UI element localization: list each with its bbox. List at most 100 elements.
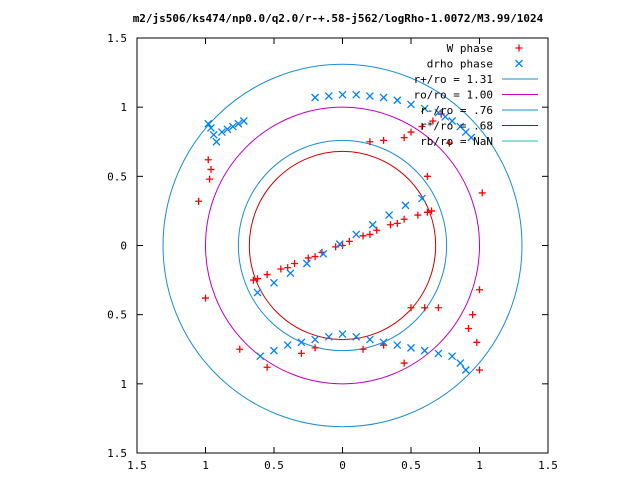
point-1-34 (448, 352, 457, 361)
point-0-48 (359, 345, 367, 353)
point-0-46 (400, 359, 408, 367)
circle-1 (205, 106, 480, 385)
point-1-44 (407, 100, 415, 109)
legend-label-1: drho phase (427, 58, 493, 71)
legend-label-4: r-/ro = .76 (420, 104, 493, 117)
point-0-18 (366, 230, 374, 238)
point-0-36 (437, 110, 445, 118)
point-1-8 (385, 211, 394, 220)
point-0-2 (277, 265, 285, 273)
point-1-15 (217, 128, 226, 137)
x-tick-label-1: 1 (202, 459, 209, 472)
point-0-20 (423, 208, 431, 216)
point-0-40 (469, 311, 477, 319)
point-0-21 (195, 197, 203, 205)
series-1 (204, 90, 476, 374)
point-0-14 (254, 275, 262, 283)
reference-circles (162, 63, 523, 428)
point-1-17 (228, 122, 237, 131)
point-1-5 (335, 240, 344, 249)
x-tick-label-0: 1.5 (127, 459, 147, 472)
point-1-46 (434, 108, 443, 117)
point-1-19 (239, 117, 248, 125)
point-1-37 (311, 93, 320, 102)
x-tick-label-3: 0 (339, 459, 346, 472)
point-1-32 (420, 346, 429, 355)
point-0-50 (423, 172, 431, 180)
point-0-30 (366, 138, 374, 146)
point-1-31 (407, 343, 415, 352)
point-1-1 (270, 278, 278, 287)
point-0-45 (421, 304, 429, 312)
point-1-41 (365, 92, 374, 101)
legend-label-3: ro/ro = 1.00 (414, 89, 493, 102)
point-1-40 (352, 90, 361, 99)
point-1-30 (393, 341, 402, 350)
point-1-35 (456, 359, 465, 368)
data-series (195, 90, 486, 374)
point-1-10 (418, 194, 426, 203)
point-1-38 (324, 92, 333, 101)
point-0-38 (478, 189, 486, 197)
axes: 1.5 1 0.5 0 0.5 1 1.51.510.500.511.5 (107, 32, 558, 472)
point-1-39 (338, 90, 347, 99)
point-1-18 (234, 119, 243, 128)
point-0-27 (263, 363, 271, 371)
point-0-4 (304, 254, 312, 262)
point-1-48 (448, 117, 457, 125)
point-0-32 (400, 134, 408, 142)
legend-swatch-1 (515, 59, 523, 68)
point-1-45 (420, 104, 429, 113)
point-1-43 (393, 96, 402, 105)
point-0-31 (380, 136, 388, 144)
circle-0 (162, 63, 523, 428)
x-tick-label-6: 1.5 (538, 459, 558, 472)
point-1-7 (368, 220, 377, 229)
point-1-4 (319, 249, 328, 258)
series-0 (195, 110, 486, 374)
point-0-7 (345, 237, 353, 245)
point-1-33 (434, 349, 443, 358)
legend-label-6: rb/ro = NaN (420, 135, 493, 148)
point-1-29 (379, 338, 388, 347)
point-1-9 (401, 201, 410, 210)
point-0-6 (332, 243, 340, 251)
point-1-24 (311, 335, 320, 344)
point-0-25 (204, 156, 212, 164)
x-tick-label-5: 1 (476, 459, 483, 472)
point-0-10 (386, 221, 394, 229)
point-0-0 (249, 276, 257, 284)
chart-title: m2/js506/ks474/np0.0/q2.0/r-+.58-j562/lo… (133, 12, 544, 25)
point-0-19 (393, 219, 401, 227)
point-0-24 (207, 165, 215, 173)
y-tick-label-5: 1 (120, 378, 127, 391)
point-0-41 (465, 325, 473, 332)
point-1-42 (379, 93, 388, 102)
point-1-21 (270, 346, 278, 355)
point-1-2 (286, 269, 295, 278)
point-0-16 (311, 253, 319, 261)
y-tick-label-4: 0.5 (107, 309, 127, 322)
point-0-8 (359, 232, 367, 240)
legend-label-2: r+/ro = 1.31 (414, 73, 493, 86)
point-0-37 (445, 139, 453, 147)
point-0-1 (263, 271, 271, 279)
point-0-13 (428, 207, 436, 215)
point-0-28 (297, 349, 305, 357)
point-1-28 (365, 335, 374, 344)
point-1-14 (212, 137, 221, 146)
point-1-6 (352, 230, 361, 239)
point-0-44 (434, 304, 442, 312)
y-tick-label-3: 0 (120, 240, 127, 253)
legend-swatch-0 (515, 44, 523, 52)
x-tick-label-2: 0.5 (264, 459, 284, 472)
y-tick-label-1: 1 (120, 101, 127, 114)
point-1-11 (204, 119, 213, 128)
point-0-39 (476, 286, 483, 294)
y-tick-label-0: 1.5 (107, 32, 127, 45)
point-0-35 (429, 117, 437, 125)
point-1-26 (338, 330, 347, 338)
legend-label-5: r*/ro = .68 (420, 120, 493, 133)
point-1-13 (209, 130, 218, 139)
point-0-22 (202, 294, 209, 302)
